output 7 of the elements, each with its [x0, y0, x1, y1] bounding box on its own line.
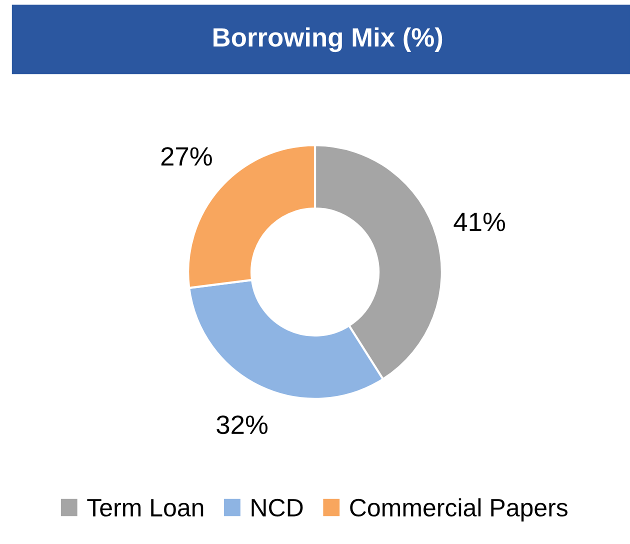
legend-label: Term Loan [87, 499, 204, 517]
data-label: 41% [454, 212, 506, 232]
data-label: 27% [161, 147, 212, 166]
chart-title: Borrowing Mix (%) [214, 27, 442, 52]
legend-label: Commercial Papers [350, 498, 568, 522]
data-label: 32% [216, 415, 268, 434]
legend-label: NCD [252, 498, 303, 517]
